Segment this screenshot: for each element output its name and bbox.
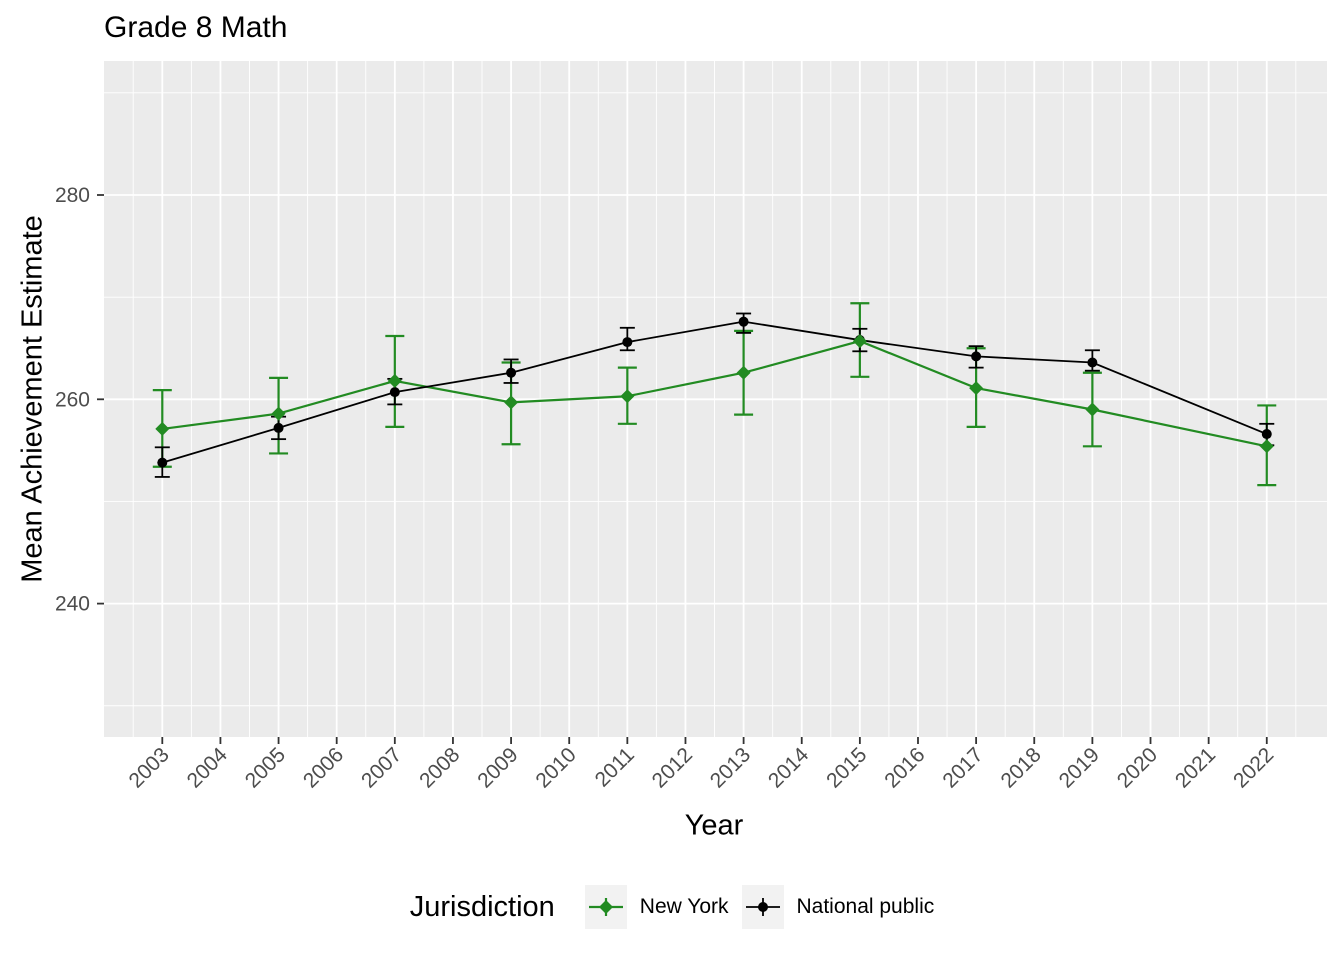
series-line-new-york — [162, 339, 1267, 448]
x-tick-label: 2014 — [764, 743, 814, 793]
data-point-circle — [971, 351, 982, 362]
y-tick-label: 260 — [55, 388, 90, 411]
x-tick-label: 2013 — [706, 743, 755, 792]
markers-new-york — [155, 334, 1274, 454]
data-point-circle — [622, 337, 633, 348]
x-tick-label: 2006 — [299, 743, 348, 792]
data-point-diamond — [387, 373, 402, 388]
legend-key-diamond — [598, 900, 613, 914]
x-tick-label: 2007 — [357, 743, 406, 792]
legend-key-national-public-icon — [741, 885, 784, 929]
x-axis-title: Year — [684, 809, 744, 842]
x-tick-label: 2018 — [996, 743, 1045, 792]
data-point-circle — [1087, 357, 1098, 368]
x-tick-label: 2017 — [938, 743, 987, 792]
x-tick-label: 2008 — [415, 743, 464, 792]
data-point-diamond — [852, 334, 867, 349]
x-axis-tick-labels: 2003 2004 2005 2006 2007 2008 2009 2010 2011 2012… — [125, 743, 1279, 793]
x-tick-label: 2009 — [473, 743, 522, 792]
data-point-diamond — [620, 389, 635, 404]
data-point-diamond — [969, 381, 984, 396]
series-line-national-public — [162, 320, 1268, 464]
x-tick-label: 2022 — [1229, 743, 1278, 792]
plot-area-svg: 2003 2004 2005 2006 2007 2008 2009 2010 2011 2012… — [55, 61, 1327, 793]
chart-title: Grade 8 Math — [104, 11, 288, 44]
x-tick-label: 2019 — [1055, 743, 1104, 792]
data-point-diamond — [271, 406, 286, 421]
legend-label-national-public: National public — [796, 895, 935, 918]
x-tick-label: 2012 — [648, 743, 697, 792]
legend-title: Jurisdiction — [409, 890, 555, 923]
x-tick-label: 2020 — [1113, 743, 1162, 792]
x-tick-label: 2015 — [822, 743, 871, 792]
x-tick-label: 2010 — [531, 743, 580, 792]
legend-item-national-public: National public — [741, 885, 935, 929]
data-point-circle — [1261, 429, 1272, 440]
data-point-diamond — [1085, 402, 1100, 417]
data-point-circle — [273, 422, 284, 433]
x-tick-label: 2003 — [125, 743, 174, 792]
data-point-circle — [738, 316, 749, 327]
x-tick-label: 2016 — [880, 743, 929, 792]
y-tick-label: 280 — [55, 184, 90, 207]
x-tick-label: 2004 — [183, 743, 233, 793]
data-point-circle — [506, 367, 517, 378]
y-axis-tick-labels: 240 260 280 — [55, 184, 90, 616]
x-tick-label: 2005 — [241, 743, 290, 792]
data-point-diamond — [1259, 439, 1274, 454]
legend-label-new-york: New York — [639, 895, 729, 918]
legend-item-new-york: New York — [584, 885, 729, 929]
data-point-diamond — [504, 395, 519, 410]
y-axis-title: Mean Achievement Estimate — [16, 215, 49, 583]
axis-tick-marks — [97, 194, 1268, 744]
data-point-circle — [157, 457, 168, 468]
data-point-diamond — [736, 365, 751, 380]
legend: Jurisdiction New York National public — [0, 883, 1344, 931]
data-point-diamond — [155, 421, 170, 436]
y-tick-label: 240 — [55, 593, 90, 616]
data-point-circle — [389, 387, 400, 398]
legend-key-new-york-icon — [584, 885, 627, 929]
legend-key-circle — [757, 902, 768, 912]
x-tick-label: 2021 — [1171, 743, 1220, 792]
x-tick-label: 2011 — [591, 743, 639, 791]
